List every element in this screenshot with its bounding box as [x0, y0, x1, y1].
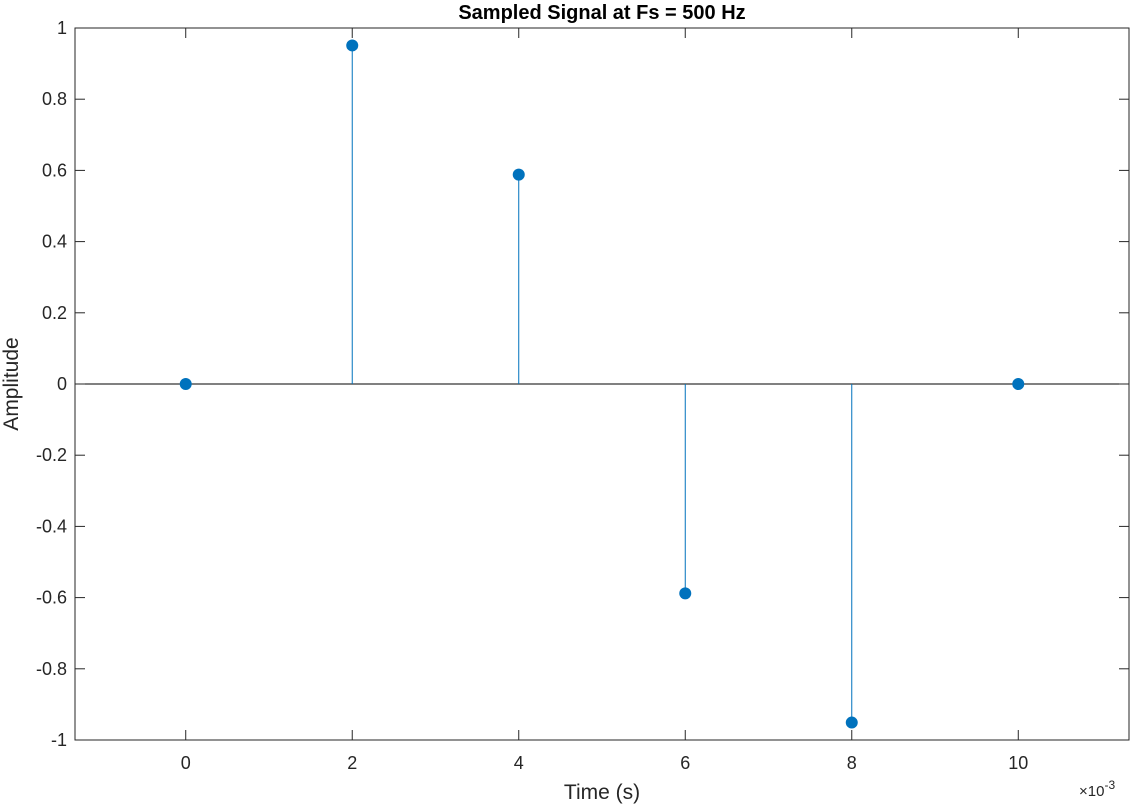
x-axis-label: Time (s): [564, 781, 640, 804]
y-axis-label: Amplitude: [0, 337, 23, 430]
ticks-layer: [75, 27, 1129, 741]
y-tick-label: -0.6: [36, 588, 67, 608]
stems-layer: [351, 45, 853, 723]
x-tick-label: 8: [847, 753, 857, 773]
y-tick-label: 0.8: [42, 89, 67, 109]
y-tick-label: -0.2: [36, 445, 67, 465]
y-tick-label: -1: [51, 730, 67, 750]
y-tick-label: -0.4: [36, 516, 67, 536]
x-exponent-power: -3: [1104, 778, 1115, 792]
x-tick-labels: 0 2 4 6 8 10: [181, 753, 1029, 773]
y-tick-label: 0.2: [42, 303, 67, 323]
stem-marker: [845, 716, 858, 729]
x-axis-exponent: ×10-3: [1079, 778, 1115, 800]
stem-marker: [179, 378, 192, 390]
stem-marker: [346, 39, 359, 52]
x-tick-label: 2: [347, 753, 357, 773]
x-tick-label: 6: [680, 753, 690, 773]
x-exponent-base: ×10: [1079, 783, 1104, 800]
stem-marker: [1012, 378, 1025, 390]
x-tick-label: 0: [181, 753, 191, 773]
y-tick-label: 0.6: [42, 160, 67, 180]
y-tick-label: 1: [57, 18, 67, 38]
stem-marker: [512, 168, 525, 181]
y-tick-label: 0.4: [42, 232, 67, 252]
x-tick-label: 4: [514, 753, 524, 773]
stem-marker: [679, 587, 692, 600]
y-tick-label: 0: [57, 374, 67, 394]
markers-layer: [179, 39, 1025, 729]
chart-title: Sampled Signal at Fs = 500 Hz: [458, 2, 745, 24]
y-tick-label: -0.8: [36, 659, 67, 679]
x-tick-label: 10: [1008, 753, 1028, 773]
y-tick-labels: 1 0.8 0.6 0.4 0.2 0 -0.2 -0.4 -0.6 -0.8 -1: [36, 18, 67, 750]
